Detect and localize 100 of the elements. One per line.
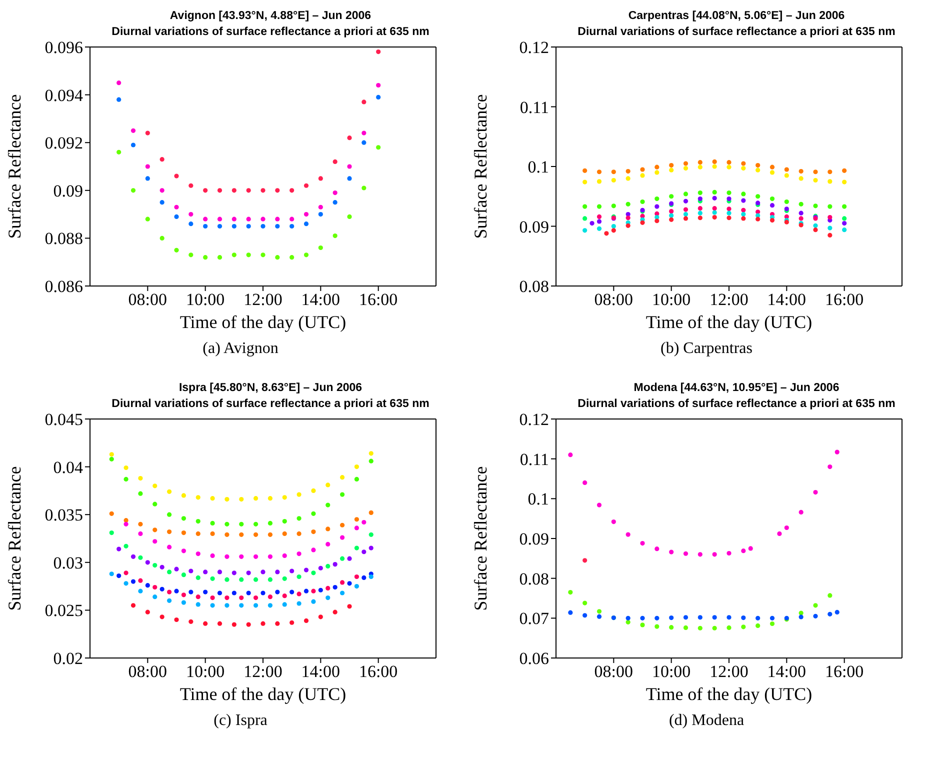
point <box>318 204 323 210</box>
point <box>756 616 760 620</box>
point <box>296 601 302 606</box>
y-tick-label: 0.12 <box>519 38 549 58</box>
y-tick-label: 0.025 <box>44 601 83 620</box>
chart-title: Carpentras [44.08°N, 5.06°E] – Jun 2006 <box>627 9 846 24</box>
chart-subtitle: Diurnal variations of surface reflectance a priori at 635 nm <box>112 397 430 412</box>
point <box>354 517 360 522</box>
y-tick-label: 0.09 <box>53 181 83 200</box>
point <box>582 613 588 618</box>
point <box>253 496 258 501</box>
point <box>196 551 200 556</box>
point <box>145 583 150 588</box>
point <box>777 531 782 536</box>
text: (b) Carpentras <box>660 340 752 358</box>
point <box>669 168 674 172</box>
point <box>770 621 775 626</box>
point <box>362 140 366 145</box>
point <box>188 590 194 594</box>
point <box>296 574 302 580</box>
point <box>683 212 688 217</box>
point <box>828 170 832 174</box>
point <box>145 610 150 614</box>
point <box>174 174 179 178</box>
point <box>741 198 746 203</box>
point <box>181 548 186 554</box>
x-tick-label: 16:00 <box>358 662 398 682</box>
point <box>138 588 143 594</box>
point <box>109 452 114 457</box>
point <box>654 546 660 552</box>
y-tick-label: 0.1 <box>528 490 549 509</box>
point <box>741 212 746 217</box>
point <box>124 544 128 548</box>
point <box>354 574 360 580</box>
point <box>626 223 630 228</box>
point <box>340 580 345 585</box>
point <box>268 577 273 582</box>
point <box>145 560 150 565</box>
point <box>842 180 847 184</box>
x-tick-label: 16:00 <box>824 662 864 682</box>
point <box>640 616 645 620</box>
x-tick-label: 14:00 <box>301 662 340 682</box>
x-axis-title: Time of the day (UTC) <box>646 684 812 704</box>
point <box>813 614 818 618</box>
point <box>842 204 847 209</box>
x-tick-label: 12:00 <box>710 662 748 682</box>
point <box>726 615 732 620</box>
point <box>784 167 789 172</box>
point <box>224 603 230 608</box>
point <box>166 512 172 517</box>
point <box>582 600 588 606</box>
point <box>145 176 150 181</box>
y-tick-label: 0.096 <box>44 38 83 58</box>
point <box>174 617 179 622</box>
y-tick-label: 0.07 <box>519 609 550 628</box>
y-tick-label: 0.04 <box>53 458 84 477</box>
point <box>174 588 179 594</box>
point <box>834 450 840 454</box>
point <box>596 609 602 614</box>
point <box>626 176 630 181</box>
point <box>376 49 381 54</box>
point <box>116 97 122 102</box>
point <box>318 212 323 217</box>
x-tick-label: 12:00 <box>244 290 282 310</box>
point <box>217 570 222 574</box>
point <box>611 178 616 183</box>
point <box>253 595 258 600</box>
point <box>196 495 200 500</box>
point <box>813 490 818 495</box>
y-tick-label: 0.06 <box>519 649 549 668</box>
point <box>332 200 338 205</box>
point <box>196 602 200 607</box>
point <box>160 200 164 205</box>
point <box>260 188 266 193</box>
x-tick-label: 10:00 <box>652 290 691 310</box>
point <box>260 216 266 222</box>
point <box>275 570 280 574</box>
point <box>726 206 732 212</box>
point <box>683 198 688 204</box>
point <box>196 594 200 600</box>
point <box>626 168 630 174</box>
point <box>726 196 732 202</box>
point <box>232 224 236 229</box>
y-tick-label: 0.11 <box>520 450 549 469</box>
point <box>712 615 717 620</box>
point <box>239 497 244 502</box>
point <box>268 496 273 501</box>
point <box>181 600 186 605</box>
point <box>166 590 172 594</box>
point <box>784 525 789 530</box>
point <box>813 204 818 208</box>
point <box>640 199 645 204</box>
point <box>640 167 645 172</box>
point <box>683 166 688 171</box>
point <box>210 553 215 558</box>
point <box>332 234 338 238</box>
point <box>626 532 630 537</box>
point <box>568 452 573 458</box>
point <box>669 625 674 630</box>
point <box>798 168 804 174</box>
